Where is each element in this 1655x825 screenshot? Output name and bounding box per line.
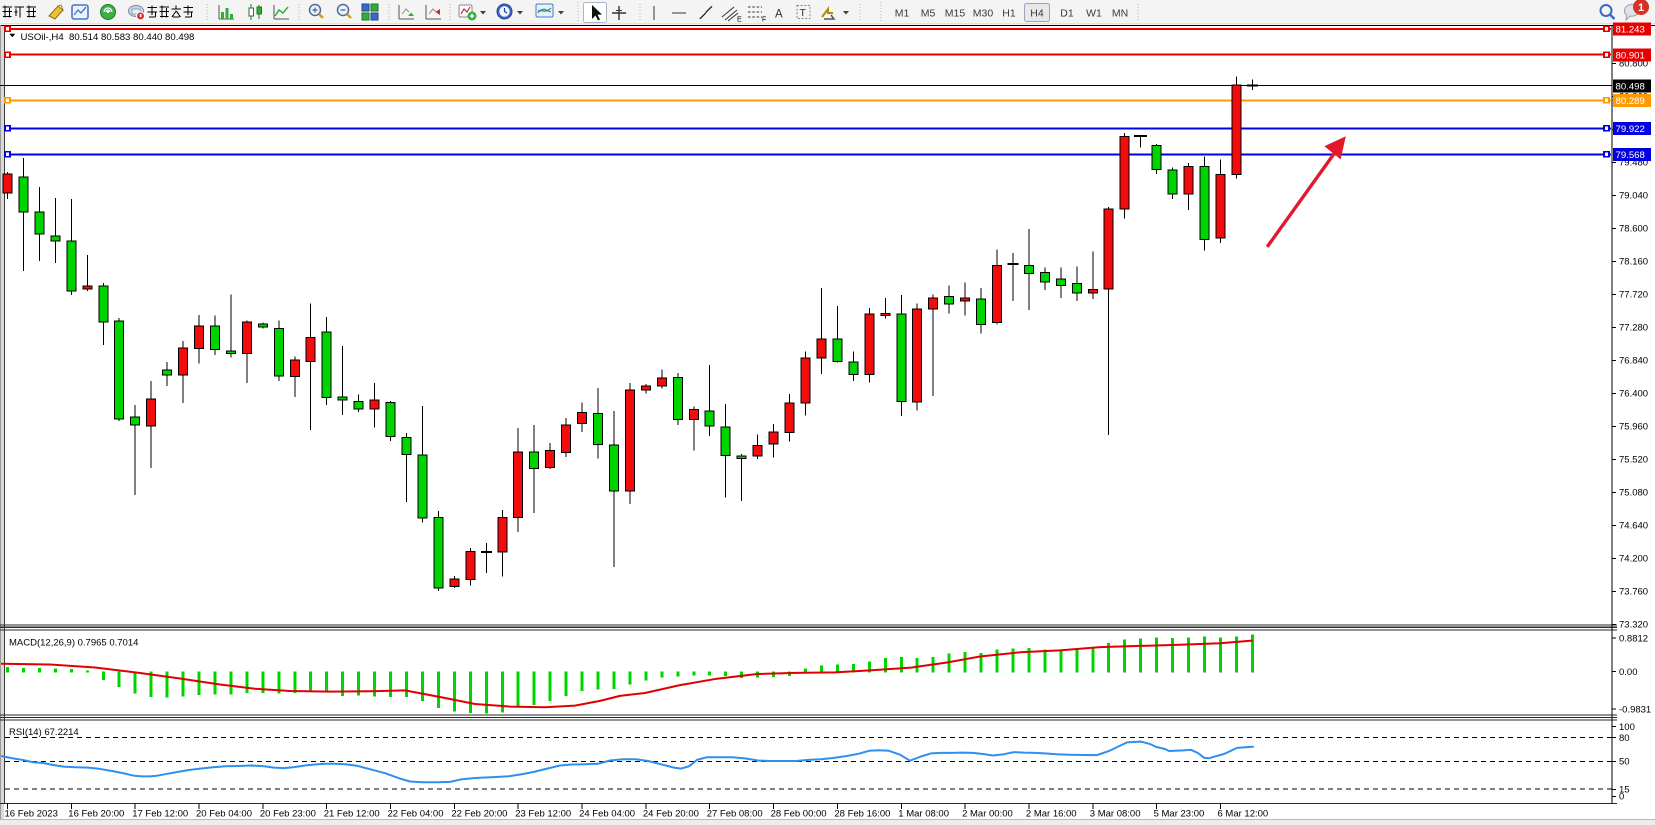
- svg-text:15: 15: [1619, 785, 1630, 796]
- svg-text:MACD(12,26,9) 0.7965 0.7014: MACD(12,26,9) 0.7965 0.7014: [9, 638, 138, 649]
- svg-text:M5: M5: [921, 8, 936, 20]
- svg-text:T: T: [800, 7, 807, 19]
- svg-text:80.289: 80.289: [1616, 96, 1645, 107]
- svg-text:75.960: 75.960: [1619, 422, 1648, 433]
- svg-text:28 Feb 16:00: 28 Feb 16:00: [834, 809, 890, 820]
- svg-text:77.280: 77.280: [1619, 323, 1648, 334]
- svg-text:MN: MN: [1112, 8, 1128, 20]
- svg-text:76.400: 76.400: [1619, 389, 1648, 400]
- svg-text:21 Feb 12:00: 21 Feb 12:00: [324, 809, 380, 820]
- svg-text:78.160: 78.160: [1619, 257, 1648, 268]
- svg-text:77.720: 77.720: [1619, 290, 1648, 301]
- svg-text:M30: M30: [973, 8, 994, 20]
- svg-text:81.243: 81.243: [1616, 25, 1645, 36]
- svg-text:80: 80: [1619, 733, 1630, 744]
- svg-text:5 Mar 23:00: 5 Mar 23:00: [1154, 809, 1205, 820]
- svg-text:USOil-,H4 80.514 80.583 80.44: USOil-,H4 80.514 80.583 80.440 80.498: [21, 32, 195, 43]
- svg-text:M1: M1: [895, 8, 910, 20]
- svg-text:6 Mar 12:00: 6 Mar 12:00: [1218, 809, 1269, 820]
- svg-text:E: E: [737, 17, 742, 24]
- svg-text:22 Feb 20:00: 22 Feb 20:00: [451, 809, 507, 820]
- svg-text:78.600: 78.600: [1619, 224, 1648, 235]
- svg-text:27 Feb 08:00: 27 Feb 08:00: [707, 809, 763, 820]
- svg-text:H4: H4: [1030, 8, 1044, 20]
- svg-text:79.480: 79.480: [1619, 158, 1648, 169]
- svg-text:50: 50: [1619, 757, 1630, 768]
- svg-text:16 Feb 2023: 16 Feb 2023: [5, 809, 58, 820]
- svg-text:0: 0: [1619, 792, 1624, 803]
- svg-text:20 Feb 04:00: 20 Feb 04:00: [196, 809, 252, 820]
- svg-text:79.922: 79.922: [1616, 124, 1645, 135]
- svg-text:79.568: 79.568: [1616, 150, 1645, 161]
- svg-text:M15: M15: [945, 8, 966, 20]
- svg-text:16 Feb 20:00: 16 Feb 20:00: [68, 809, 124, 820]
- svg-text:75.520: 75.520: [1619, 455, 1648, 466]
- svg-text:F: F: [762, 17, 766, 24]
- svg-text:24 Feb 20:00: 24 Feb 20:00: [643, 809, 699, 820]
- svg-text:20 Feb 23:00: 20 Feb 23:00: [260, 809, 316, 820]
- svg-text:1 Mar 08:00: 1 Mar 08:00: [898, 809, 949, 820]
- svg-text:80.800: 80.800: [1619, 59, 1648, 70]
- svg-text:74.640: 74.640: [1619, 521, 1648, 532]
- svg-text:H1: H1: [1002, 8, 1016, 20]
- svg-text:24 Feb 04:00: 24 Feb 04:00: [579, 809, 635, 820]
- svg-text:22 Feb 04:00: 22 Feb 04:00: [388, 809, 444, 820]
- svg-text:73.760: 73.760: [1619, 587, 1648, 598]
- svg-text:100: 100: [1619, 722, 1635, 733]
- svg-text:2 Mar 16:00: 2 Mar 16:00: [1026, 809, 1077, 820]
- svg-text:23 Feb 12:00: 23 Feb 12:00: [515, 809, 571, 820]
- svg-text:80.498: 80.498: [1616, 82, 1645, 93]
- svg-text:1: 1: [1638, 2, 1644, 14]
- svg-text:75.080: 75.080: [1619, 488, 1648, 499]
- svg-text:3 Mar 08:00: 3 Mar 08:00: [1090, 809, 1141, 820]
- svg-text:0.00: 0.00: [1619, 667, 1638, 678]
- svg-text:D1: D1: [1060, 8, 1074, 20]
- svg-text:17 Feb 12:00: 17 Feb 12:00: [132, 809, 188, 820]
- svg-text:0.8812: 0.8812: [1619, 633, 1648, 644]
- svg-text:W1: W1: [1086, 8, 1102, 20]
- svg-text:74.200: 74.200: [1619, 554, 1648, 565]
- svg-text:80.901: 80.901: [1616, 51, 1645, 62]
- svg-text:73.320: 73.320: [1619, 620, 1648, 631]
- svg-text:2 Mar 00:00: 2 Mar 00:00: [962, 809, 1013, 820]
- svg-text:79.040: 79.040: [1619, 191, 1648, 202]
- svg-text:-0.9831: -0.9831: [1619, 704, 1651, 715]
- svg-text:28 Feb 00:00: 28 Feb 00:00: [771, 809, 827, 820]
- svg-text:76.840: 76.840: [1619, 356, 1648, 367]
- svg-text:RSI(14) 67.2214: RSI(14) 67.2214: [9, 727, 79, 738]
- svg-text:A: A: [775, 9, 783, 21]
